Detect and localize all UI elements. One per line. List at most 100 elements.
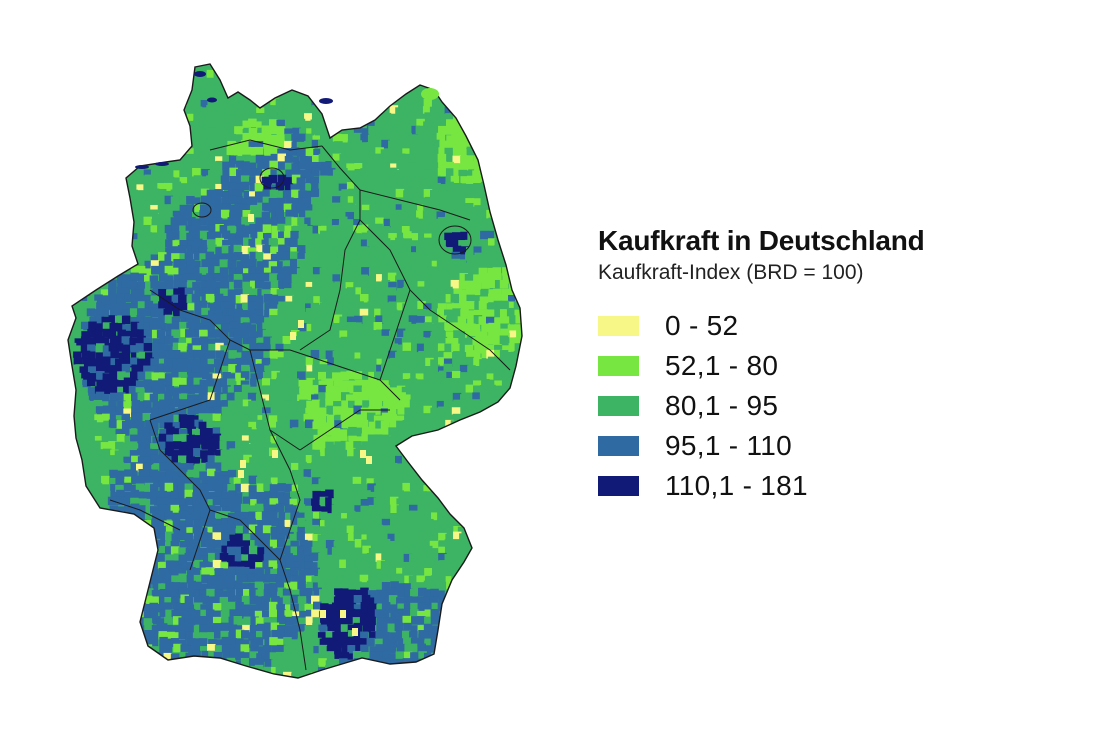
- map-cell: [275, 454, 285, 464]
- map-cell: [68, 420, 70, 430]
- map-cell: [340, 175, 349, 185]
- map-cell: [409, 496, 418, 506]
- map-cell: [277, 64, 286, 66]
- map-cell: [102, 385, 112, 394]
- map-cell: [109, 238, 118, 247]
- map-cell: [114, 189, 124, 198]
- map-cell: [522, 261, 530, 270]
- map-cell: [509, 337, 518, 346]
- map-cell: [129, 379, 139, 388]
- map-cell: [367, 357, 376, 366]
- map-cell: [318, 506, 327, 515]
- map-cell: [96, 371, 105, 380]
- map-cell: [103, 64, 112, 72]
- map-cell: [325, 196, 334, 205]
- map-cell: [170, 541, 180, 550]
- map-cell: [87, 387, 97, 396]
- map-cell: [494, 203, 504, 212]
- map-cell: [355, 97, 364, 107]
- map-cell: [513, 498, 522, 507]
- map-cell: [514, 387, 522, 396]
- map-cell: [108, 195, 118, 205]
- map-cell: [184, 287, 194, 297]
- map-cell: [262, 202, 271, 212]
- map-cell: [373, 371, 383, 381]
- map-cell: [269, 105, 278, 114]
- map-cell: [375, 553, 385, 562]
- map-cell: [270, 217, 280, 226]
- map-cell: [262, 155, 272, 165]
- map-cell: [185, 496, 195, 506]
- map-cell: [298, 91, 307, 101]
- map-cell: [263, 506, 273, 515]
- map-cell: [206, 219, 216, 228]
- map-cell: [214, 189, 223, 198]
- map-cell: [389, 50, 398, 58]
- map-cell: [380, 513, 390, 522]
- map-cell: [172, 526, 182, 535]
- map-cell: [410, 98, 420, 108]
- map-cell: [362, 162, 371, 171]
- map-cell: [318, 196, 328, 205]
- map-cell: [187, 153, 196, 163]
- map-cell: [192, 324, 201, 333]
- map-cell: [408, 352, 418, 361]
- map-cell: [68, 100, 77, 109]
- map-cell: [479, 385, 489, 394]
- map-cell: [515, 518, 522, 527]
- map-cell: [150, 64, 159, 65]
- map-cell: [143, 337, 153, 347]
- map-cell: [478, 427, 488, 436]
- map-cell: [360, 379, 370, 389]
- map-cell: [298, 160, 308, 170]
- map-cell: [395, 140, 404, 150]
- map-cell: [242, 336, 252, 345]
- map-cell: [339, 483, 348, 492]
- map-cell: [438, 51, 447, 59]
- map-cell: [114, 105, 124, 115]
- map-cell: [353, 322, 362, 331]
- map-cell: [486, 161, 496, 170]
- map-cell: [208, 203, 217, 213]
- map-cell: [290, 378, 300, 387]
- map-cell: [285, 100, 294, 109]
- map-cell: [241, 554, 250, 563]
- map-cell: [124, 539, 133, 549]
- map-cell: [213, 112, 222, 122]
- map-cell: [256, 554, 265, 564]
- map-cell: [185, 463, 194, 472]
- map-cell: [368, 252, 377, 261]
- map-cell: [474, 373, 483, 382]
- map-cell: [431, 449, 440, 458]
- map-cell: [310, 176, 320, 186]
- map-cell: [360, 329, 369, 339]
- map-cell: [87, 126, 97, 135]
- map-cell: [256, 471, 266, 480]
- map-cell: [340, 196, 349, 206]
- map-cell: [473, 141, 483, 151]
- map-cell: [387, 114, 397, 123]
- map-cell: [79, 149, 89, 158]
- map-cell: [501, 105, 510, 115]
- map-cell: [296, 268, 306, 277]
- map-cell: [199, 182, 208, 192]
- map-cell: [319, 496, 329, 506]
- map-cell: [325, 338, 334, 347]
- map-cell: [86, 79, 96, 88]
- map-cell: [465, 97, 475, 107]
- map-cell: [114, 450, 124, 459]
- map-cell: [88, 532, 98, 541]
- map-cell: [430, 407, 439, 417]
- map-cell: [171, 119, 180, 129]
- map-cell: [206, 505, 216, 514]
- map-cell: [333, 343, 343, 353]
- map-cell: [212, 86, 222, 95]
- map-cell: [313, 296, 322, 305]
- map-cell: [403, 330, 412, 340]
- map-cell: [404, 162, 413, 171]
- map-cell: [257, 261, 266, 270]
- map-cell: [516, 378, 522, 388]
- map-cell: [367, 449, 377, 459]
- map-cell: [165, 560, 175, 569]
- map-cell: [360, 70, 369, 79]
